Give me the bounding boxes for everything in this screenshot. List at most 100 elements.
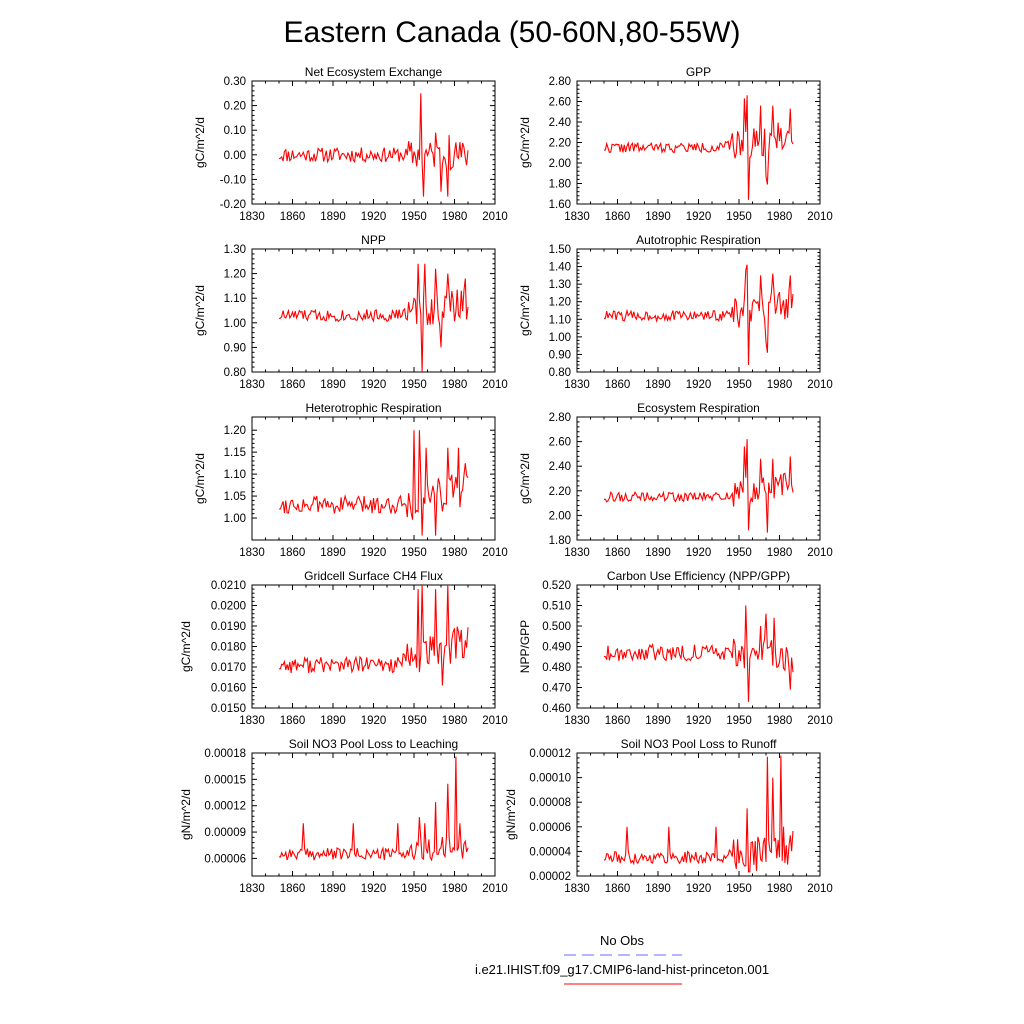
chart-panel: GPP 1830 1860 1890 1920 1950 1980 2010 1.60 1.80 2… <box>518 65 833 223</box>
y-tick-label: 0.00009 <box>204 827 246 839</box>
x-tick-label: 1830 <box>239 547 265 559</box>
x-tick-label: 1890 <box>645 547 671 559</box>
y-tick-label: 0.490 <box>542 642 571 654</box>
x-tick-label: 1920 <box>686 379 712 391</box>
y-tick-label: 0.460 <box>542 703 571 715</box>
series-line <box>278 93 469 197</box>
y-tick-label: 1.00 <box>549 332 571 344</box>
series-line <box>278 430 469 536</box>
chart-title: Carbon Use Efficiency (NPP/GPP) <box>607 569 790 583</box>
y-tick-label: 0.480 <box>542 662 571 674</box>
x-tick-label: 1890 <box>645 715 671 727</box>
x-tick-label: 1890 <box>320 379 346 391</box>
plot-frame <box>576 584 821 709</box>
y-tick-label: 2.80 <box>549 412 571 424</box>
y-tick-label: 0.0150 <box>211 703 246 715</box>
x-tick-label: 1920 <box>361 715 387 727</box>
chart-panel: Soil NO3 Pool Loss to Leaching 1830 1860 18… <box>179 737 508 895</box>
series-line <box>278 263 469 373</box>
chart-panel: Gridcell Surface CH4 Flux 1830 1860 1890 192… <box>179 569 508 727</box>
x-tick-label: 1980 <box>767 547 793 559</box>
legend: No Obs i.e21.IHIST.f09_g17.CMIP6-land-hi… <box>475 933 769 985</box>
y-tick-label: 0.0210 <box>211 580 246 592</box>
y-tick-label: 2.40 <box>549 117 571 129</box>
y-axis-label: NPP/GPP <box>518 620 532 673</box>
x-tick-label: 2010 <box>482 547 508 559</box>
chart-title: GPP <box>686 65 711 79</box>
y-tick-label: 1.40 <box>549 262 571 274</box>
y-tick-label: 2.60 <box>549 97 571 109</box>
chart-title: Ecosystem Respiration <box>637 401 760 415</box>
y-tick-label: 1.05 <box>224 491 246 503</box>
y-tick-label: 0.00010 <box>529 773 571 785</box>
y-axis-label: gC/m^2/d <box>518 117 532 168</box>
series-line <box>604 439 794 533</box>
y-tick-label: 0.510 <box>542 601 571 613</box>
y-tick-label: 2.20 <box>549 138 571 150</box>
x-tick-label: 1950 <box>726 883 752 895</box>
series-line <box>603 264 794 366</box>
y-tick-label: 1.20 <box>549 297 571 309</box>
y-tick-label: 1.10 <box>224 293 246 305</box>
chart-title: Gridcell Surface CH4 Flux <box>304 569 443 583</box>
series-line <box>603 755 794 873</box>
x-tick-label: 1920 <box>686 715 712 727</box>
chart-title: Autotrophic Respiration <box>636 233 761 247</box>
y-tick-label: 2.20 <box>549 486 571 498</box>
x-tick-label: 1980 <box>442 547 468 559</box>
x-tick-label: 1980 <box>442 379 468 391</box>
x-tick-label: 1920 <box>361 211 387 223</box>
y-tick-label: 0.00012 <box>529 748 571 760</box>
x-tick-label: 1860 <box>280 211 306 223</box>
x-tick-label: 2010 <box>807 211 833 223</box>
y-axis-label: gC/m^2/d <box>179 621 193 672</box>
y-tick-label: 0.500 <box>542 621 571 633</box>
x-tick-label: 2010 <box>807 379 833 391</box>
x-tick-label: 1830 <box>239 715 265 727</box>
legend-label-case: i.e21.IHIST.f09_g17.CMIP6-land-hist-prin… <box>475 962 769 977</box>
x-tick-label: 1980 <box>442 883 468 895</box>
y-tick-label: 0.520 <box>542 580 571 592</box>
x-tick-label: 1860 <box>280 883 306 895</box>
y-tick-label: 0.470 <box>542 683 571 695</box>
chart-panel: Ecosystem Respiration 1830 1860 1890 1920 195… <box>518 401 833 559</box>
y-tick-label: 1.30 <box>224 244 246 256</box>
y-tick-label: -0.20 <box>220 199 246 211</box>
y-tick-label: 0.00018 <box>204 748 246 760</box>
x-tick-label: 1860 <box>605 211 631 223</box>
x-tick-label: 1830 <box>239 379 265 391</box>
x-tick-label: 1980 <box>442 211 468 223</box>
y-tick-label: 1.20 <box>224 269 246 281</box>
y-tick-label: 1.80 <box>549 179 571 191</box>
chart-title: Soil NO3 Pool Loss to Leaching <box>289 737 458 751</box>
y-tick-label: 0.90 <box>224 342 246 354</box>
chart-title: Heterotrophic Respiration <box>305 401 441 415</box>
series-line <box>603 95 794 200</box>
x-tick-label: 1860 <box>605 547 631 559</box>
y-tick-label: 0.0170 <box>211 662 246 674</box>
y-tick-label: 0.00006 <box>529 822 571 834</box>
page-title: Eastern Canada (50-60N,80-55W) <box>284 16 741 49</box>
y-tick-label: 2.00 <box>549 510 571 522</box>
chart-panel: Net Ecosystem Exchange 1830 1860 1890 1920 19… <box>193 65 508 223</box>
y-tick-label: 1.10 <box>549 314 571 326</box>
chart-title: Net Ecosystem Exchange <box>305 65 443 79</box>
chart-panels: Net Ecosystem Exchange 1830 1860 1890 1920 19… <box>179 65 833 895</box>
chart-panel: NPP 1830 1860 1890 1920 1950 1980 2010 0.80 0.90 1… <box>193 233 508 391</box>
y-tick-label: 0.00006 <box>204 853 246 865</box>
y-tick-label: 0.0200 <box>211 601 246 613</box>
x-tick-label: 1920 <box>686 883 712 895</box>
x-tick-label: 1980 <box>767 211 793 223</box>
x-tick-label: 1980 <box>442 715 468 727</box>
y-tick-label: -0.10 <box>220 174 246 186</box>
chart-panel: Soil NO3 Pool Loss to Runoff 1830 1860 1890… <box>504 737 833 895</box>
x-tick-label: 1830 <box>564 883 590 895</box>
y-axis-label: gN/m^2/d <box>179 789 193 840</box>
x-tick-label: 1950 <box>726 379 752 391</box>
y-axis-label: gC/m^2/d <box>193 285 207 336</box>
x-tick-label: 1890 <box>645 211 671 223</box>
y-tick-label: 0.00008 <box>529 797 571 809</box>
y-tick-label: 0.80 <box>549 367 571 379</box>
x-tick-label: 1950 <box>401 211 427 223</box>
